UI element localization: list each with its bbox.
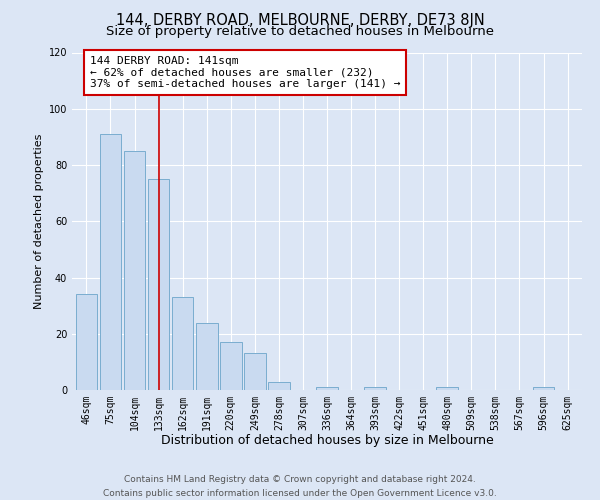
- Bar: [220, 342, 242, 390]
- Bar: [196, 322, 218, 390]
- Text: Size of property relative to detached houses in Melbourne: Size of property relative to detached ho…: [106, 25, 494, 38]
- Text: 144, DERBY ROAD, MELBOURNE, DERBY, DE73 8JN: 144, DERBY ROAD, MELBOURNE, DERBY, DE73 …: [116, 12, 484, 28]
- Text: Contains HM Land Registry data © Crown copyright and database right 2024.
Contai: Contains HM Land Registry data © Crown c…: [103, 476, 497, 498]
- Bar: [244, 354, 266, 390]
- Bar: [268, 382, 290, 390]
- Text: 144 DERBY ROAD: 141sqm
← 62% of detached houses are smaller (232)
37% of semi-de: 144 DERBY ROAD: 141sqm ← 62% of detached…: [90, 56, 400, 89]
- Y-axis label: Number of detached properties: Number of detached properties: [34, 134, 44, 309]
- Bar: [316, 387, 338, 390]
- Bar: [100, 134, 121, 390]
- Bar: [533, 387, 554, 390]
- Bar: [436, 387, 458, 390]
- Bar: [124, 151, 145, 390]
- Bar: [172, 297, 193, 390]
- Bar: [76, 294, 97, 390]
- X-axis label: Distribution of detached houses by size in Melbourne: Distribution of detached houses by size …: [161, 434, 493, 448]
- Bar: [148, 179, 169, 390]
- Bar: [364, 387, 386, 390]
